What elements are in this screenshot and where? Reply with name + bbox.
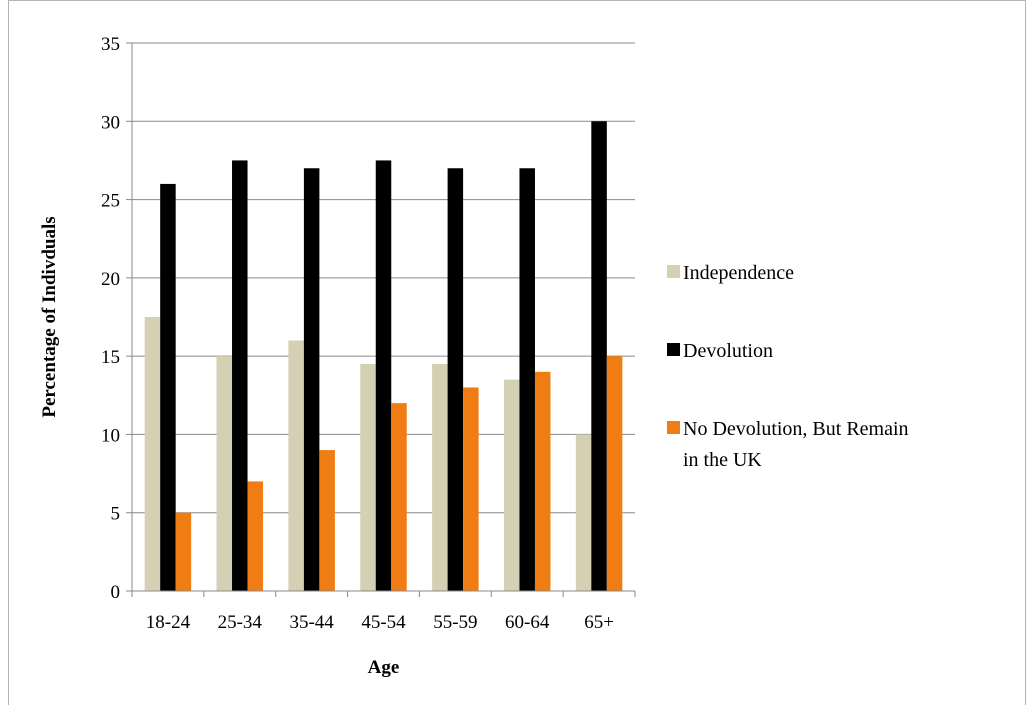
bar-devolution-18-24 — [160, 183, 176, 591]
x-axis-title: Age — [368, 657, 400, 678]
bar-no-devolution-but-remain-in-the-uk-25-34 — [247, 481, 264, 591]
legend-label-devolution: Devolution — [683, 340, 773, 362]
legend-label-no-devolution-but-remain-in-the-uk: No Devolution, But Remain in the UK — [683, 418, 909, 471]
y-tick-label: 15 — [101, 347, 120, 368]
bar-no-devolution-but-remain-in-the-uk-55-59 — [463, 387, 479, 591]
bar-no-devolution-but-remain-in-the-uk-65+ — [606, 356, 623, 591]
bar-no-devolution-but-remain-in-the-uk-35-44 — [319, 450, 335, 591]
bar-devolution-60-64 — [519, 168, 535, 591]
axes: 0 5 10 15 20 25 30 35 18-24 25-34 35-44 45-54 55-59 6… — [101, 34, 636, 633]
x-tick-label: 25-34 — [218, 612, 263, 633]
legend: Independence Devolution No Devolution, But… — [667, 262, 909, 471]
bar-devolution-65+ — [591, 121, 607, 592]
bar-no-devolution-but-remain-in-the-uk-45-54 — [391, 403, 407, 591]
bar-devolution-55-59 — [447, 168, 464, 591]
y-tick-label: 20 — [101, 269, 120, 290]
bar-independence-65+ — [575, 434, 592, 591]
x-tick-label: 55-59 — [433, 612, 477, 633]
bar-chart: 0 5 10 15 20 25 30 35 18-24 25-34 35-44 45-54 55-59 6… — [39, 34, 909, 678]
x-tick-label: 35-44 — [289, 612, 334, 633]
y-tick-label: 0 — [111, 582, 121, 603]
bar-no-devolution-but-remain-in-the-uk-18-24 — [175, 512, 192, 591]
x-tick-label: 18-24 — [146, 612, 191, 633]
legend-swatch-devolution — [667, 343, 680, 356]
x-tick-label: 60-64 — [505, 612, 550, 633]
bar-independence-45-54 — [360, 363, 376, 591]
y-axis-title: Percentage of Indivduals — [39, 216, 60, 417]
y-tick-label: 25 — [101, 191, 120, 212]
x-tick-label: 45-54 — [361, 612, 406, 633]
bar-independence-60-64 — [503, 379, 520, 591]
legend-swatch-no-devolution-but-remain-in-the-uk — [667, 421, 680, 434]
legend-swatch-independence — [667, 265, 680, 278]
bar-independence-55-59 — [432, 363, 448, 591]
bar-devolution-25-34 — [232, 160, 248, 591]
bar-devolution-35-44 — [303, 168, 320, 591]
bar-independence-18-24 — [144, 317, 161, 591]
bar-no-devolution-but-remain-in-the-uk-60-64 — [534, 371, 551, 591]
bar-devolution-45-54 — [375, 160, 392, 591]
bars — [144, 121, 623, 592]
chart-frame: 0 5 10 15 20 25 30 35 18-24 25-34 35-44 45-54 55-59 6… — [8, 0, 1026, 705]
y-tick-label: 10 — [101, 425, 120, 446]
x-tick-label: 65+ — [584, 612, 614, 633]
y-tick-label: 5 — [111, 504, 121, 525]
y-tick-label: 30 — [101, 112, 120, 133]
y-tick-label: 35 — [101, 34, 120, 55]
bar-independence-25-34 — [216, 356, 233, 591]
bar-independence-35-44 — [288, 340, 304, 591]
legend-label-independence: Independence — [683, 262, 794, 284]
